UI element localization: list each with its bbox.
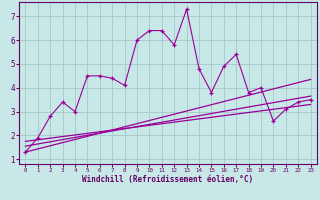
X-axis label: Windchill (Refroidissement éolien,°C): Windchill (Refroidissement éolien,°C) bbox=[83, 175, 253, 184]
